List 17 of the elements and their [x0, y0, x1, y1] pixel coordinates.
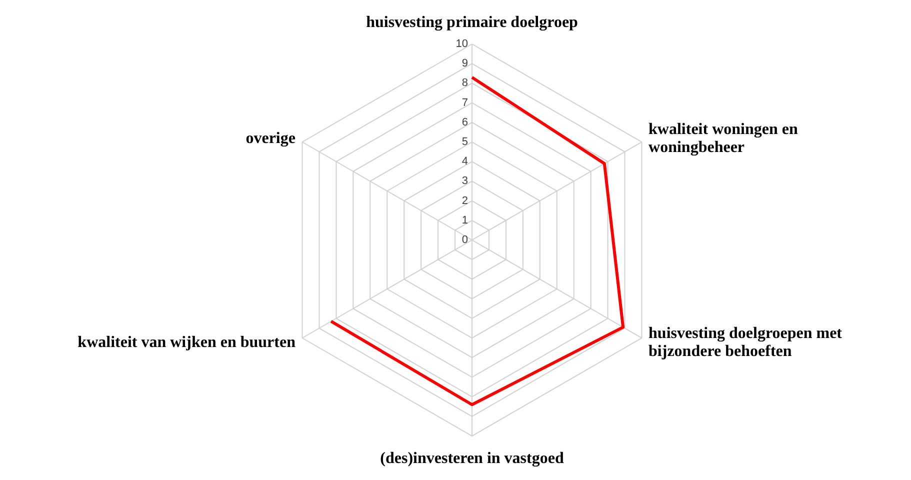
y-tick-label: 0	[462, 234, 468, 246]
y-tick-label: 2	[462, 194, 468, 207]
y-tick-label: 6	[462, 116, 468, 128]
spoke-label: kwaliteit van wijken en buurten	[78, 334, 296, 351]
y-tick-label: 4	[462, 156, 468, 168]
y-tick-label: 5	[462, 136, 468, 148]
y-tick-label: 9	[462, 58, 468, 70]
y-tick-label: 3	[462, 175, 468, 188]
spoke-label: (des)investeren in vastgoed	[380, 450, 564, 467]
spoke-label: overige	[246, 130, 296, 148]
spoke-label: kwaliteit woningen en woningbeheer	[648, 121, 798, 156]
y-tick-label: 8	[462, 77, 468, 90]
y-tick-label: 1	[462, 214, 468, 226]
y-tick-label: 10	[456, 38, 468, 50]
y-tick-label: 7	[462, 96, 468, 109]
spoke-label: huisvesting doelgroepen met bijzondere behoeften	[648, 324, 843, 360]
spoke-label: huisvesting primaire doelgroep	[366, 14, 578, 32]
